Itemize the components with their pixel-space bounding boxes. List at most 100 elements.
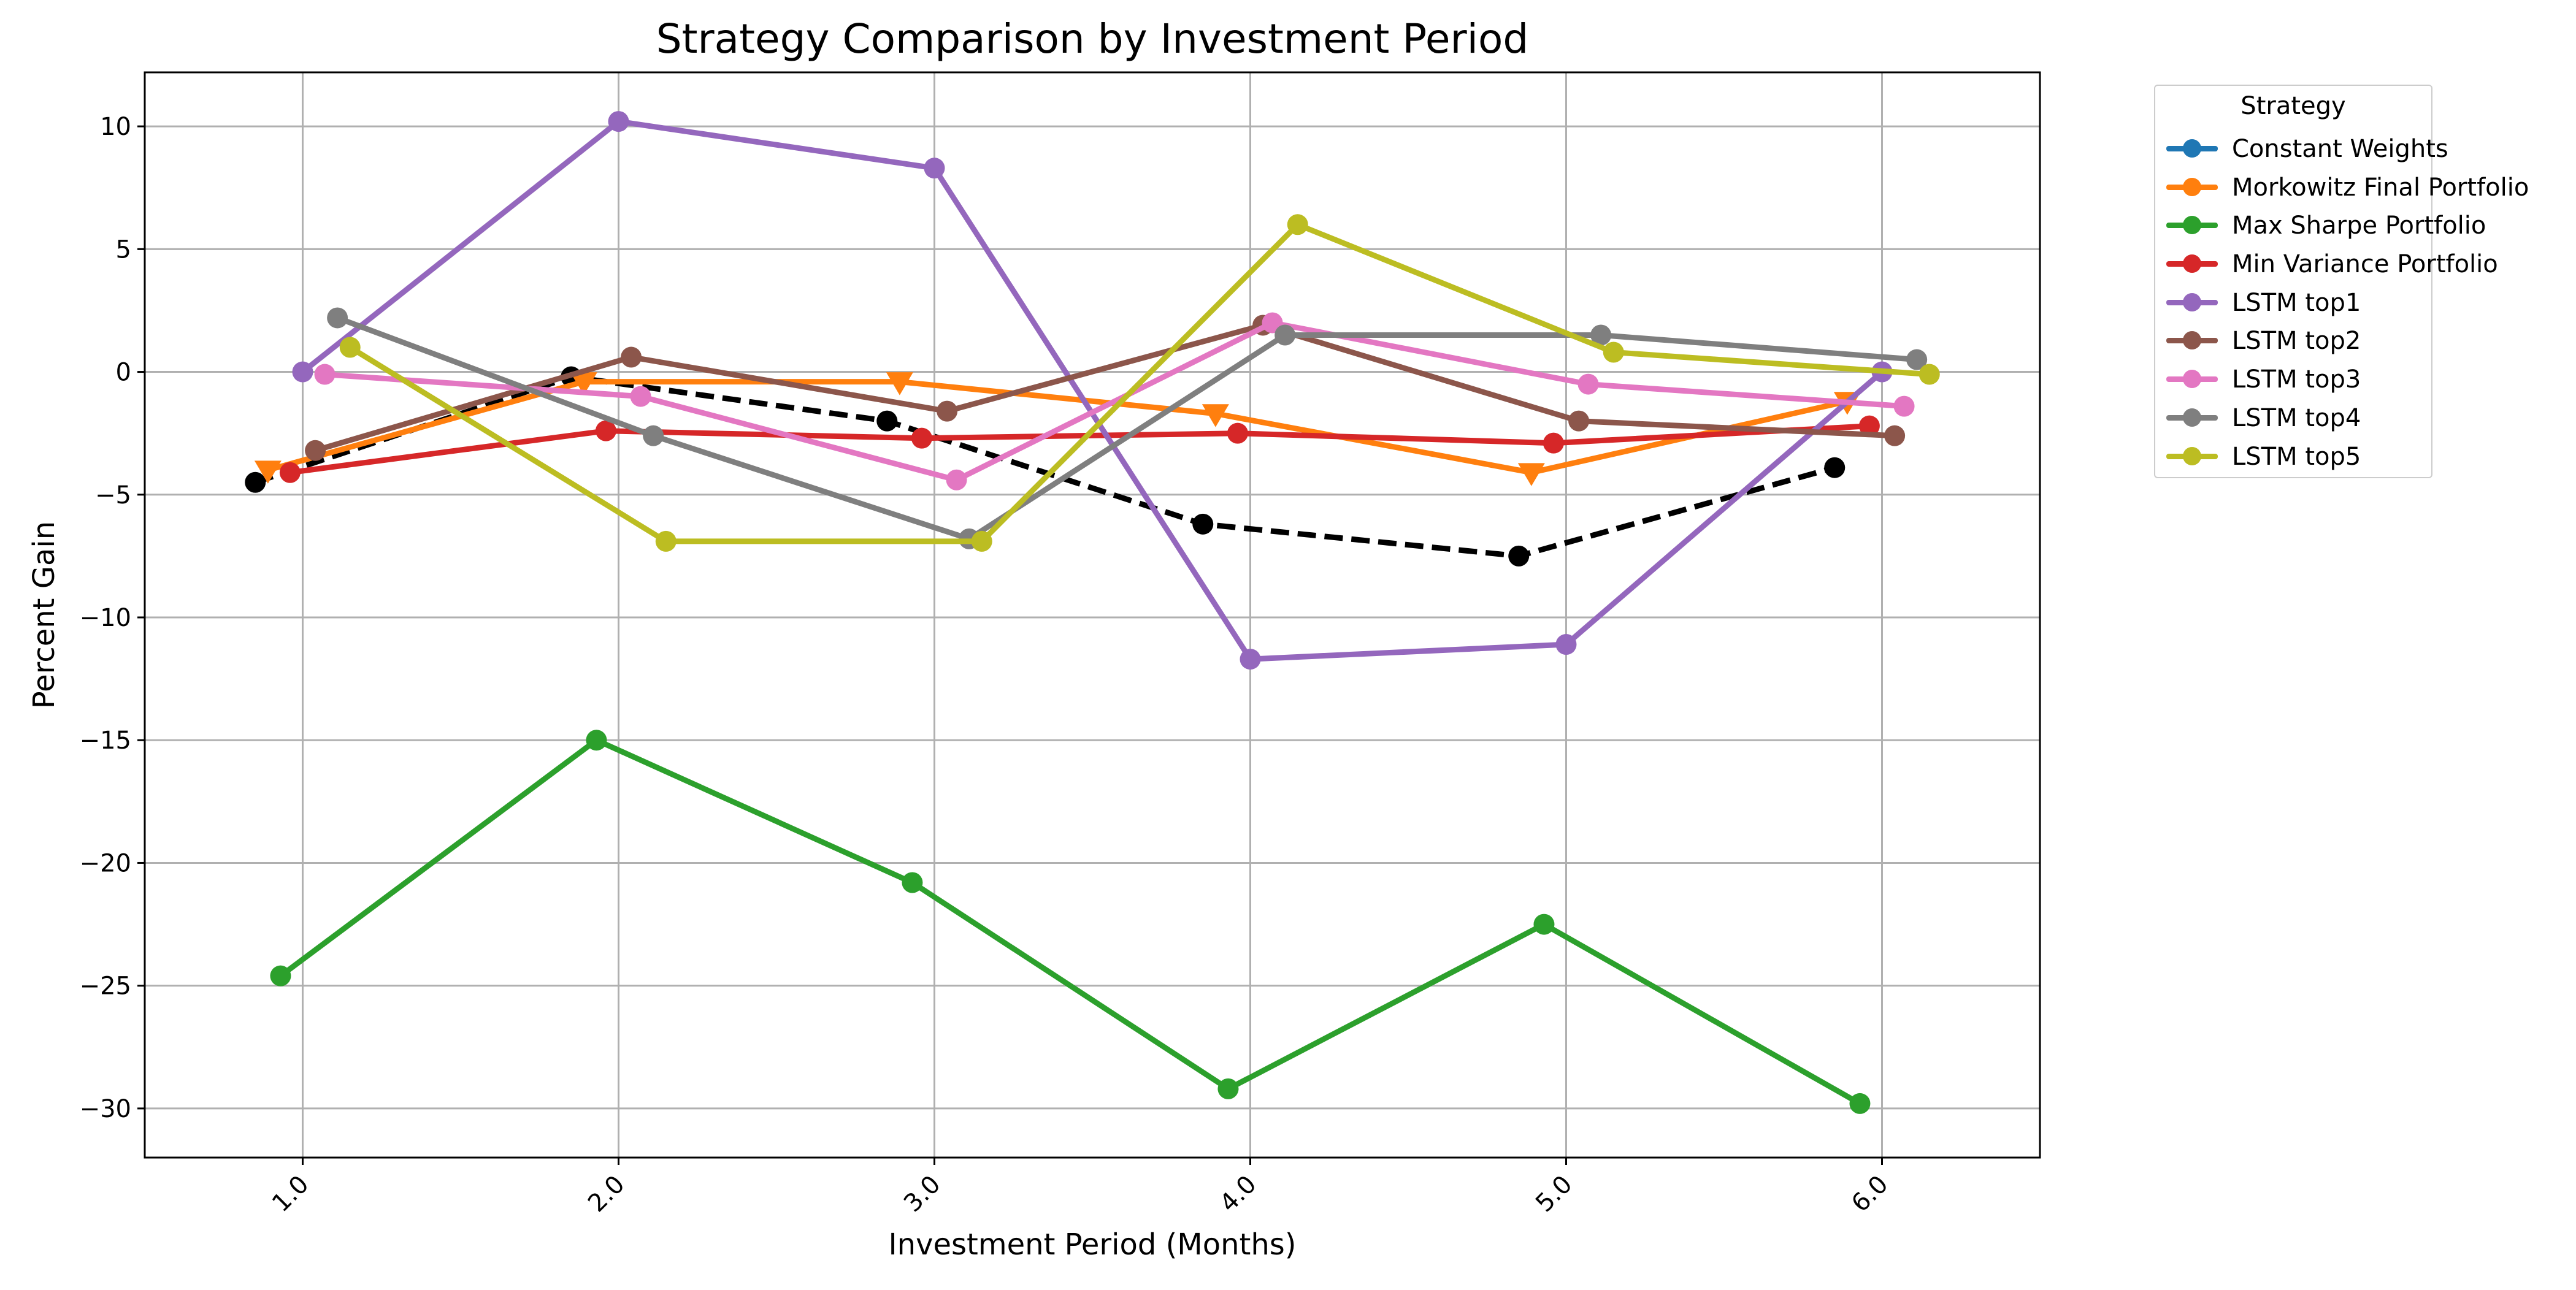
series-lstm-top3 — [314, 312, 1915, 490]
data-point — [245, 471, 266, 493]
y-tick-label: −5 — [95, 481, 131, 510]
data-point — [621, 346, 642, 368]
legend-item-lstm-top4: LSTM top4 — [2155, 399, 2431, 438]
legend-item-min-variance-portfolio: Min Variance Portfolio — [2155, 245, 2498, 284]
data-point — [1824, 457, 1846, 478]
data-point — [586, 730, 607, 751]
data-point — [1577, 373, 1599, 395]
data-point — [1906, 349, 1928, 370]
y-tick-label: −30 — [80, 1095, 131, 1123]
data-point — [946, 469, 967, 490]
data-point — [630, 386, 651, 407]
data-point — [1533, 914, 1555, 935]
y-axis-label: Percent Gain — [27, 521, 61, 709]
legend-label: LSTM top4 — [2232, 403, 2361, 432]
legend-label: Max Sharpe Portfolio — [2232, 212, 2486, 240]
data-point — [876, 410, 898, 432]
legend-item-morkowitz-final-portfolio: Morkowitz Final Portfolio — [2155, 169, 2529, 207]
series-line-lstm-top3 — [324, 320, 1904, 483]
legend-swatch-marker — [2183, 254, 2201, 273]
data-point — [1508, 545, 1530, 567]
legend-swatch-marker — [2183, 408, 2201, 427]
series-line-lstm-top2 — [314, 322, 1895, 454]
legend-swatch-marker — [2183, 139, 2201, 158]
data-point — [570, 372, 597, 395]
chart-title: Strategy Comparison by Investment Period — [656, 15, 1528, 63]
legend-item-lstm-top5: LSTM top5 — [2155, 438, 2431, 476]
data-point — [1217, 1078, 1239, 1099]
legend-item-lstm-top3: LSTM top3 — [2155, 361, 2431, 399]
data-point — [1240, 649, 1261, 670]
data-point — [292, 361, 313, 383]
data-point — [339, 337, 361, 358]
data-point — [1227, 422, 1248, 444]
data-point — [937, 400, 958, 422]
series-line-lstm-top5 — [348, 221, 1930, 544]
legend-label: LSTM top2 — [2232, 327, 2361, 356]
series-min-variance-portfolio — [279, 415, 1880, 483]
data-point — [1192, 513, 1214, 535]
legend-label: LSTM top5 — [2232, 442, 2361, 471]
data-point — [886, 372, 913, 395]
data-point — [902, 872, 923, 893]
data-point — [1603, 342, 1624, 363]
data-point — [314, 364, 335, 385]
data-point — [971, 530, 992, 552]
plot-frame — [144, 71, 2041, 1159]
legend-label: Min Variance Portfolio — [2232, 250, 2498, 279]
data-point — [1919, 364, 1940, 385]
data-point — [911, 427, 932, 449]
series-lstm-top5 — [339, 214, 1940, 552]
legend-item-lstm-top1: LSTM top1 — [2155, 284, 2431, 322]
legend-swatch-marker — [2183, 177, 2201, 196]
y-tick-label: 10 — [100, 113, 131, 141]
data-point — [270, 965, 291, 987]
legend-item-lstm-top2: LSTM top2 — [2155, 322, 2431, 361]
data-point — [643, 425, 664, 446]
series-line-min-variance-portfolio — [289, 423, 1870, 476]
legend-item-constant-weights: Constant Weights — [2155, 130, 2448, 169]
legend-label: LSTM top3 — [2232, 365, 2361, 394]
y-tick-label: −10 — [80, 604, 131, 632]
data-point — [655, 530, 677, 552]
y-tick-label: −15 — [80, 727, 131, 755]
legend-label: Constant Weights — [2232, 135, 2448, 163]
data-point — [1555, 634, 1577, 655]
series-line-constant-weights — [254, 374, 1836, 559]
data-point — [1849, 1093, 1871, 1114]
legend-swatch-marker — [2183, 292, 2201, 311]
data-point — [279, 462, 301, 483]
series-layer — [245, 111, 1940, 1114]
x-tick-label: 2.0 — [583, 1170, 631, 1218]
series-lstm-top2 — [305, 315, 1906, 461]
series-line-lstm-top4 — [336, 315, 1917, 542]
legend-swatch-marker — [2183, 446, 2201, 465]
tick-layer: 1.0 2.0 3.0 4.0 5.0 6.0 10 5 0 −5 −10 −15 −20 −25 −30 — [80, 113, 1894, 1218]
data-point — [1517, 463, 1545, 486]
data-point — [1543, 432, 1564, 454]
data-point — [1858, 415, 1880, 437]
data-point — [254, 460, 282, 484]
legend-swatch-marker — [2183, 216, 2201, 235]
data-point — [1590, 324, 1612, 346]
data-point — [595, 420, 616, 441]
data-point — [924, 158, 945, 179]
data-point — [1202, 404, 1229, 427]
legend-swatch-marker — [2183, 370, 2201, 389]
x-axis-label: Investment Period (Months) — [889, 1227, 1297, 1262]
legend-title: Strategy — [2241, 92, 2346, 120]
legend-swatch-marker — [2183, 331, 2201, 350]
legend: Strategy Constant Weights Morkowitz Final… — [2154, 85, 2529, 478]
x-tick-label: 3.0 — [899, 1170, 946, 1218]
legend-items: Constant Weights Morkowitz Final Portfoli… — [2155, 130, 2529, 476]
data-point — [305, 440, 326, 461]
data-point — [1568, 410, 1590, 432]
data-point — [608, 111, 629, 132]
data-point — [1287, 214, 1308, 235]
data-point — [1893, 395, 1915, 417]
x-tick-label: 4.0 — [1214, 1170, 1262, 1218]
y-tick-label: −25 — [80, 972, 131, 1001]
x-tick-label: 1.0 — [267, 1170, 315, 1218]
